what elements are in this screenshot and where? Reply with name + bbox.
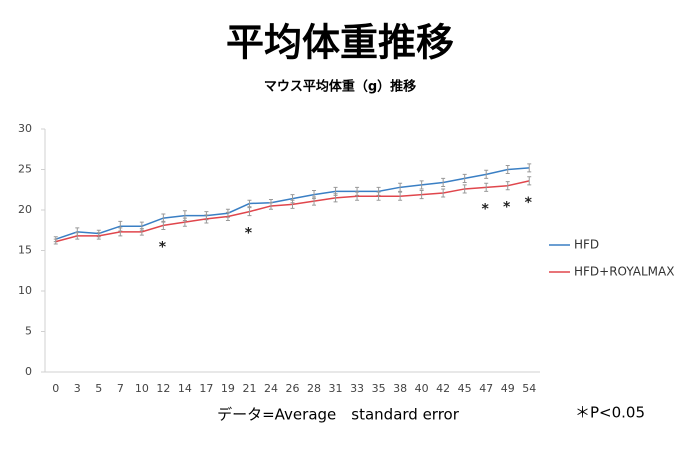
x-tick-label: 26 [286, 382, 300, 395]
x-tick-label: 47 [479, 382, 493, 395]
legend-label: HFD+ROYALMAX [574, 265, 674, 279]
error-bar [527, 176, 532, 186]
y-tick-label: 30 [18, 122, 32, 135]
x-tick-label: 38 [393, 382, 407, 395]
significance-note: ＊P<0.05 [575, 404, 645, 422]
y-tick-label: 25 [18, 163, 32, 176]
error-bar [75, 232, 80, 240]
error-bar [527, 163, 532, 173]
error-bar [247, 199, 252, 208]
x-tick-label: 21 [242, 382, 256, 395]
x-tick-label: 42 [436, 382, 450, 395]
error-bar [312, 196, 317, 206]
error-bar [268, 202, 273, 210]
x-tick-label: 40 [415, 382, 429, 395]
error-bar [484, 182, 489, 192]
footnote: データ=Average standard error [217, 406, 460, 424]
series-line [55, 180, 530, 243]
x-tick-label: 3 [74, 382, 81, 395]
x-tick-label: 54 [522, 382, 536, 395]
error-bar [355, 191, 360, 201]
y-tick-label: 0 [25, 365, 32, 378]
y-tick-label: 15 [18, 244, 32, 257]
error-bar [398, 182, 403, 192]
error-bar [247, 207, 252, 217]
error-bar [139, 228, 144, 236]
error-bar [53, 238, 58, 245]
error-bar [333, 193, 338, 203]
x-tick-label: 33 [350, 382, 364, 395]
x-tick-label: 45 [458, 382, 472, 395]
annotation: * [245, 226, 253, 242]
x-tick-label: 7 [117, 382, 124, 395]
error-bar [376, 191, 381, 201]
y-tick-label: 10 [18, 284, 32, 297]
chart-subtitle: マウス平均体重（g）推移 [264, 79, 416, 95]
error-bar [290, 199, 295, 209]
error-bar [505, 164, 510, 175]
error-bar [182, 217, 187, 227]
annotation: * [482, 201, 490, 217]
x-tick-label: 31 [329, 382, 343, 395]
error-bar [118, 227, 123, 237]
annotation: * [503, 200, 511, 216]
chart-title: 平均体重推移 [226, 21, 454, 65]
error-bar [505, 181, 510, 191]
error-bar [462, 173, 467, 183]
error-bar [161, 220, 166, 230]
x-tick-label: 49 [501, 382, 515, 395]
error-bar [419, 190, 424, 200]
error-bar [484, 169, 489, 179]
error-bar [225, 211, 230, 222]
annotation: * [525, 195, 533, 211]
error-bar [96, 232, 101, 240]
error-bar [204, 214, 209, 224]
annotation: * [159, 239, 167, 255]
error-bar [441, 188, 446, 198]
x-tick-label: 19 [221, 382, 235, 395]
error-bar [419, 180, 424, 190]
y-tick-label: 5 [25, 325, 32, 338]
x-tick-label: 24 [264, 382, 278, 395]
error-bar [398, 191, 403, 201]
y-tick-label: 20 [18, 203, 32, 216]
x-tick-label: 12 [156, 382, 170, 395]
x-tick-label: 35 [372, 382, 386, 395]
legend-label: HFD [574, 238, 599, 252]
x-tick-label: 5 [95, 382, 102, 395]
error-bar [462, 184, 467, 194]
x-tick-label: 0 [52, 382, 59, 395]
x-tick-label: 14 [178, 382, 192, 395]
error-bar [441, 177, 446, 188]
x-tick-label: 10 [135, 382, 149, 395]
x-tick-label: 17 [199, 382, 213, 395]
x-tick-label: 28 [307, 382, 321, 395]
